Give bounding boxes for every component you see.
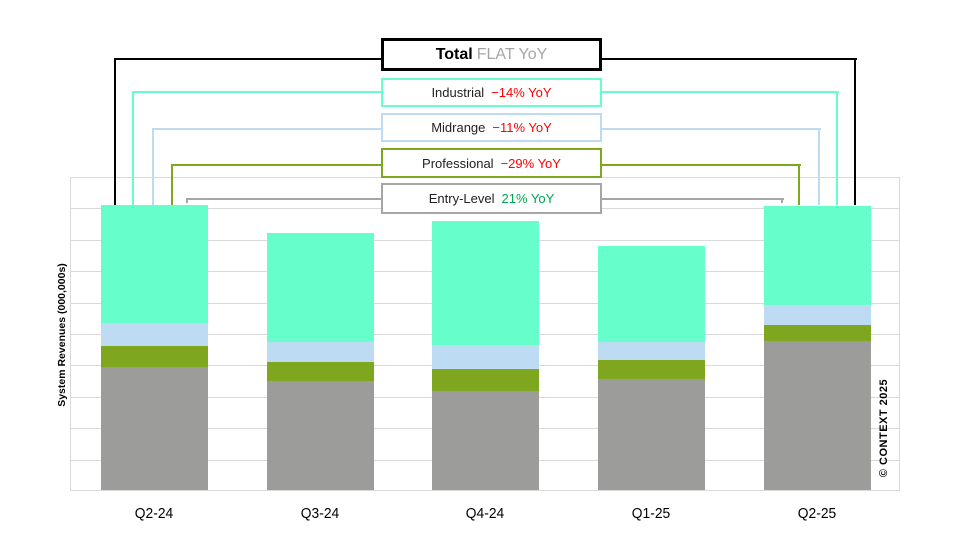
connector-line bbox=[132, 91, 381, 93]
copyright-note: © CONTEXT 2025 bbox=[878, 378, 890, 478]
connector-line bbox=[602, 198, 784, 200]
x-tick-label: Q1-25 bbox=[631, 505, 670, 522]
legend-yoy-change: −29% YoY bbox=[500, 155, 561, 171]
x-tick-label: Q2-25 bbox=[797, 505, 836, 522]
legend-yoy-change: −11% YoY bbox=[492, 120, 552, 135]
connector-line bbox=[171, 164, 173, 205]
bar-segment-entry-level bbox=[598, 378, 705, 490]
legend-yoy-change: FLAT YoY bbox=[476, 45, 548, 63]
bar-q2-24 bbox=[101, 205, 208, 490]
connector-line bbox=[798, 164, 800, 205]
x-tick-label: Q3-24 bbox=[300, 505, 339, 522]
legend-label: Professional bbox=[422, 155, 494, 171]
connector-line bbox=[186, 198, 381, 200]
connector-line bbox=[152, 128, 381, 130]
legend-label: Entry-Level bbox=[428, 191, 495, 206]
connector-line bbox=[602, 164, 801, 166]
y-axis-label: System Revenues (000,000s) bbox=[56, 263, 68, 407]
bar-segment-midrange bbox=[267, 341, 374, 362]
bar-segment-industrial bbox=[598, 245, 705, 343]
connector-line bbox=[152, 128, 154, 205]
connector-line bbox=[114, 58, 381, 60]
connector-line bbox=[132, 91, 134, 205]
legend-label: Industrial bbox=[431, 85, 485, 100]
connector-line bbox=[602, 91, 839, 93]
bar-segment-entry-level bbox=[267, 380, 374, 490]
legend-box-professional: Professional −29% YoY bbox=[381, 148, 602, 178]
bar-segment-industrial bbox=[764, 206, 871, 306]
legend-box-total: Total FLAT YoY bbox=[381, 38, 602, 71]
bar-segment-professional bbox=[432, 368, 539, 391]
bar-q2-25 bbox=[764, 206, 871, 490]
connector-line bbox=[836, 91, 838, 205]
bar-segment-entry-level bbox=[101, 366, 208, 490]
legend-label: Total bbox=[435, 45, 473, 63]
connector-line bbox=[602, 58, 857, 60]
legend-box-entry-level: Entry-Level 21% YoY bbox=[381, 183, 602, 214]
bar-segment-professional bbox=[764, 325, 871, 342]
bar-segment-entry-level bbox=[764, 341, 871, 490]
bar-segment-industrial bbox=[267, 233, 374, 342]
bar-segment-midrange bbox=[432, 344, 539, 369]
bar-segment-industrial bbox=[101, 205, 208, 323]
x-tick-label: Q2-24 bbox=[134, 505, 173, 522]
legend-label: Midrange bbox=[431, 120, 486, 135]
connector-line bbox=[781, 198, 783, 203]
legend-box-midrange: Midrange −11% YoY bbox=[381, 113, 602, 142]
bar-segment-midrange bbox=[598, 342, 705, 361]
legend-yoy-change: 21% YoY bbox=[501, 191, 555, 206]
bar-q3-24 bbox=[267, 233, 374, 490]
bar-segment-industrial bbox=[432, 221, 539, 345]
legend-box-industrial: Industrial −14% YoY bbox=[381, 78, 602, 107]
bar-segment-midrange bbox=[764, 305, 871, 326]
connector-line bbox=[854, 58, 856, 205]
connector-line bbox=[114, 58, 116, 205]
bar-segment-professional bbox=[598, 360, 705, 379]
connector-line bbox=[171, 164, 381, 166]
bar-segment-professional bbox=[101, 345, 208, 367]
connector-line bbox=[602, 128, 821, 130]
plot-area bbox=[70, 177, 900, 491]
connector-line bbox=[818, 128, 820, 205]
x-tick-label: Q4-24 bbox=[465, 505, 504, 522]
bar-segment-professional bbox=[267, 361, 374, 381]
connector-line bbox=[186, 198, 188, 203]
legend-yoy-change: −14% YoY bbox=[491, 85, 552, 100]
bar-segment-entry-level bbox=[432, 390, 539, 490]
bar-q4-24 bbox=[432, 221, 539, 490]
bar-segment-midrange bbox=[101, 322, 208, 346]
bar-q1-25 bbox=[598, 245, 705, 490]
